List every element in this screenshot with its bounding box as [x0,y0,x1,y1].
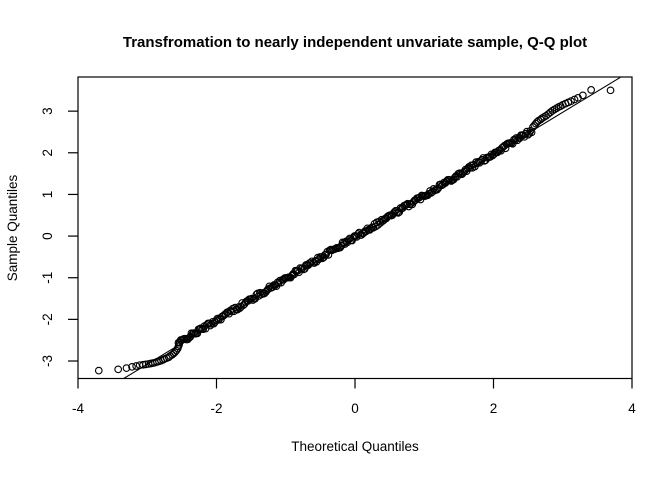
y-tick-label: 0 [40,232,55,240]
data-point [122,364,131,372]
x-axis-ticks: -4 -2 0 2 4 [72,378,636,416]
reference-line [123,76,621,379]
data-point [230,307,238,316]
y-tick-label: 1 [40,191,55,199]
data-point [433,185,441,194]
data-point [493,148,502,157]
y-tick-label: 3 [40,107,55,115]
data-point [269,283,277,291]
data-point [175,340,183,349]
plot-box [77,76,633,380]
x-tick-label: -2 [210,401,222,416]
data-point [193,329,202,338]
data-point [526,127,535,135]
data-point [374,220,382,229]
data-point [527,128,536,137]
data-point [587,86,595,94]
y-tick-label: -1 [40,272,55,284]
x-tick-label: 0 [351,401,359,416]
plot-layer: -4 -2 0 2 4 -3 -2 -1 0 1 2 3 [40,76,636,416]
data-point [94,366,103,375]
y-tick-label: -2 [40,313,55,325]
y-tick-label: 2 [40,149,55,157]
data-point [114,365,123,374]
x-tick-label: -4 [72,401,84,416]
y-tick-label: -3 [40,355,55,367]
x-tick-label: 2 [490,401,498,416]
data-point [128,362,136,371]
x-axis-label: Theoretical Quantiles [291,439,419,454]
data-point [498,144,506,152]
data-point [578,91,587,100]
y-axis-ticks: -3 -2 -1 0 1 2 3 [40,107,78,367]
data-point [501,144,510,153]
data-points [94,86,615,375]
x-tick-label: 4 [628,401,636,416]
y-axis-label: Sample Quantiles [5,174,20,281]
data-point [371,222,380,231]
data-point [225,309,234,318]
data-point [606,86,615,95]
figure-title: Transfromation to nearly independent unv… [123,34,587,51]
data-point [184,335,192,344]
